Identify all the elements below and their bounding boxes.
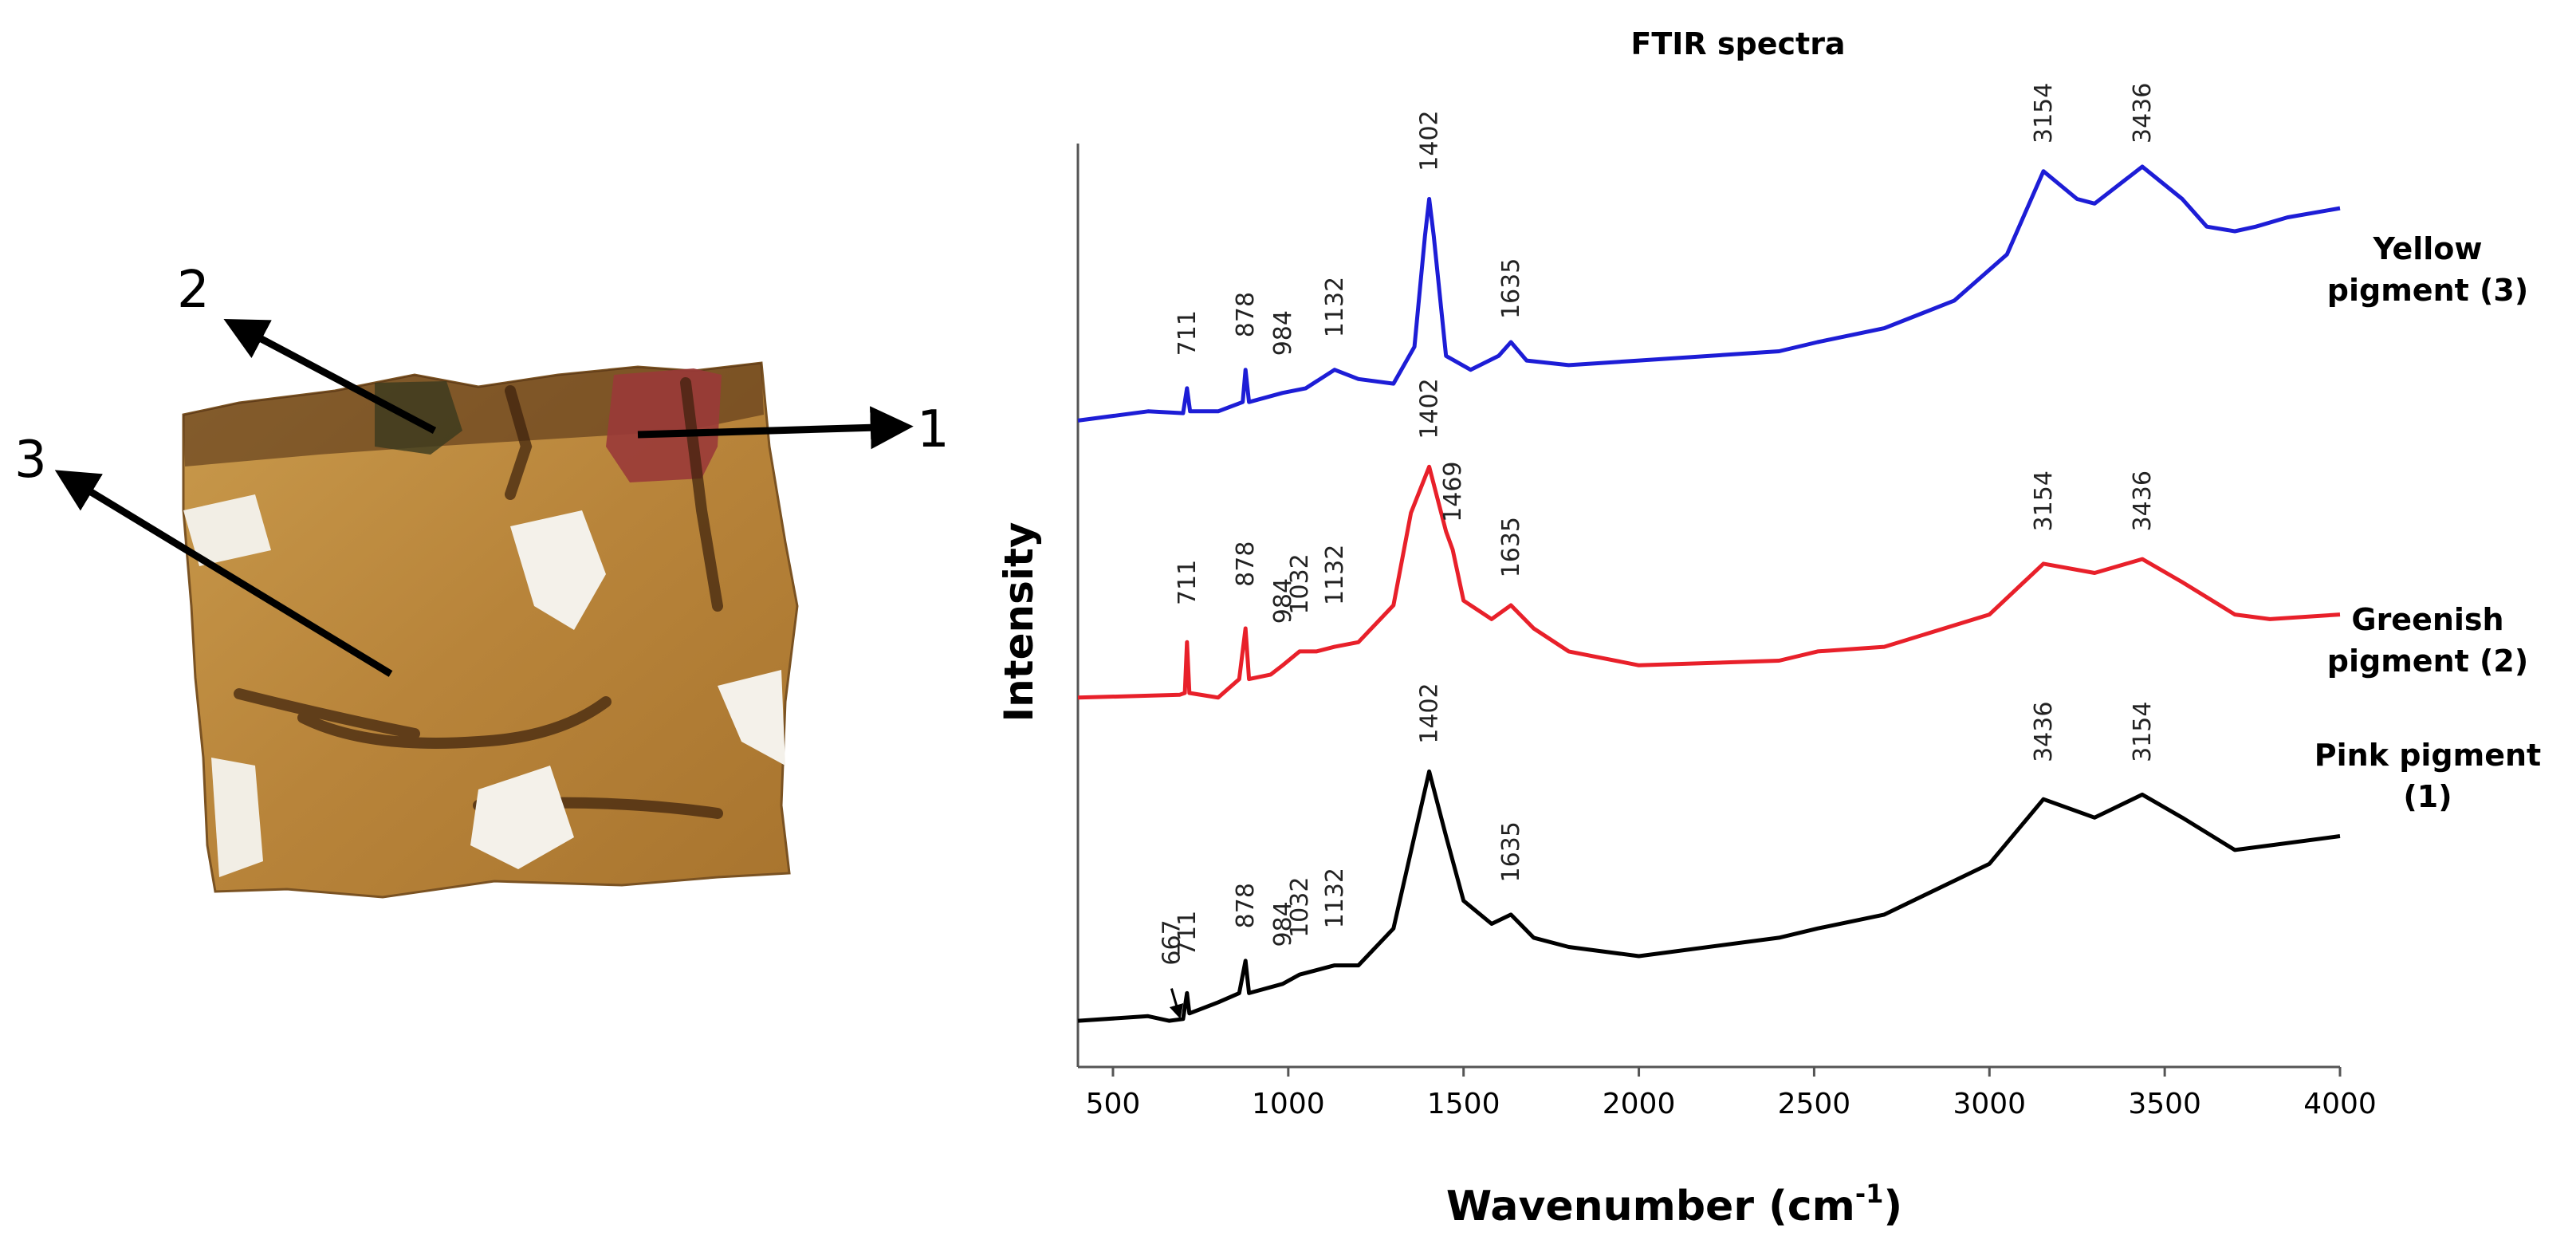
callout-arrow-3 bbox=[54, 470, 393, 677]
spectrum-line-greenish bbox=[1077, 464, 2341, 700]
x-tick-label: 3000 bbox=[1953, 1088, 2026, 1120]
peak-label: 711 bbox=[1174, 560, 1201, 605]
sherd-white-patch bbox=[718, 670, 785, 766]
y-axis-label: Intensity bbox=[996, 522, 1042, 722]
series-names: Yellow pigment (3) Greenish pigment (2) Pink… bbox=[2314, 231, 2541, 814]
pink-pigment-area bbox=[606, 368, 722, 482]
peak-label: 984 bbox=[1269, 578, 1297, 624]
peak-label: 878 bbox=[1232, 292, 1260, 337]
peak-label: 878 bbox=[1232, 883, 1260, 928]
peak-label: 3436 bbox=[2129, 470, 2157, 531]
peak-label: 1032 bbox=[1286, 553, 1314, 614]
series-name-pink: Pink pigment bbox=[2314, 738, 2541, 773]
peak-label: 1402 bbox=[1416, 683, 1444, 743]
x-tick-label: 1000 bbox=[1252, 1088, 1325, 1120]
series-name-pink: (1) bbox=[2403, 779, 2452, 814]
x-axis-label-main: Wavenumber (cm bbox=[1446, 1183, 1855, 1230]
x-tick-label: 3500 bbox=[2128, 1088, 2201, 1120]
x-axis-label-sup: -1 bbox=[1855, 1179, 1884, 1209]
series-name-greenish: pigment (2) bbox=[2327, 644, 2528, 679]
sherd-white-patch bbox=[183, 494, 271, 566]
x-tick-label: 1500 bbox=[1427, 1088, 1500, 1120]
x-tick-label: 4000 bbox=[2303, 1088, 2377, 1120]
callout-label-1: 1 bbox=[917, 400, 950, 459]
series-name-greenish: Greenish bbox=[2351, 602, 2503, 637]
spectrum-line-pink bbox=[1077, 769, 2341, 1023]
peak-667-pointer bbox=[1169, 988, 1184, 1019]
peak-label: 878 bbox=[1232, 541, 1260, 587]
greenish-pigment-area bbox=[375, 381, 462, 455]
callout-label-2: 2 bbox=[177, 261, 210, 320]
x-tick-label: 500 bbox=[1086, 1088, 1141, 1120]
sherd-white-patch bbox=[470, 766, 574, 869]
sherd-white-patch bbox=[211, 758, 263, 877]
peak-label: 3436 bbox=[2129, 83, 2157, 144]
series-name-yellow: Yellow bbox=[2372, 231, 2482, 266]
spectra bbox=[1077, 164, 2341, 1023]
peak-label: 1635 bbox=[1497, 821, 1525, 882]
spectrum-line-yellow bbox=[1077, 164, 2341, 423]
peak-label: 3154 bbox=[2030, 470, 2058, 531]
x-ticks: 500 1000 1500 2000 2500 3000 3500 4000 bbox=[1086, 1067, 2377, 1120]
callout-arrow-1 bbox=[637, 406, 914, 450]
sherd-callouts: 1 2 3 bbox=[14, 261, 950, 677]
peak-label: 1635 bbox=[1497, 258, 1525, 319]
sherd-white-patch bbox=[510, 510, 606, 630]
peak-label: 667 bbox=[1158, 919, 1186, 965]
peak-label: 1469 bbox=[1439, 461, 1467, 522]
peak-label: 711 bbox=[1174, 911, 1201, 956]
x-tick-label: 2000 bbox=[1603, 1088, 1676, 1120]
peak-label: 984 bbox=[1269, 310, 1297, 356]
peak-label: 1132 bbox=[1321, 277, 1349, 337]
peak-label: 3154 bbox=[2030, 83, 2058, 144]
peak-label: 1032 bbox=[1286, 877, 1314, 938]
sherd-photo bbox=[182, 361, 799, 899]
x-axis-label: Wavenumber (cm-1) bbox=[1446, 1179, 1902, 1230]
callout-label-3: 3 bbox=[14, 431, 47, 490]
peak-label: 1132 bbox=[1321, 545, 1349, 605]
peak-label: 1402 bbox=[1416, 110, 1444, 171]
sherd-body bbox=[182, 361, 799, 899]
peak-label: 984 bbox=[1269, 901, 1297, 947]
peak-label: 1132 bbox=[1321, 868, 1349, 928]
callout-arrow-2 bbox=[223, 318, 437, 434]
peak-label: 3436 bbox=[2030, 702, 2058, 762]
x-tick-label: 2500 bbox=[1778, 1088, 1851, 1120]
x-axis-label-end: ) bbox=[1883, 1183, 1902, 1230]
peak-label: 1402 bbox=[1416, 378, 1444, 439]
sherd-dark-stroke bbox=[234, 377, 723, 819]
peak-label: 711 bbox=[1174, 310, 1201, 356]
peak-label: 1635 bbox=[1497, 517, 1525, 577]
peak-label: 3154 bbox=[2129, 702, 2157, 762]
series-name-yellow: pigment (3) bbox=[2327, 273, 2528, 308]
chart-title: FTIR spectra bbox=[1630, 26, 1845, 61]
